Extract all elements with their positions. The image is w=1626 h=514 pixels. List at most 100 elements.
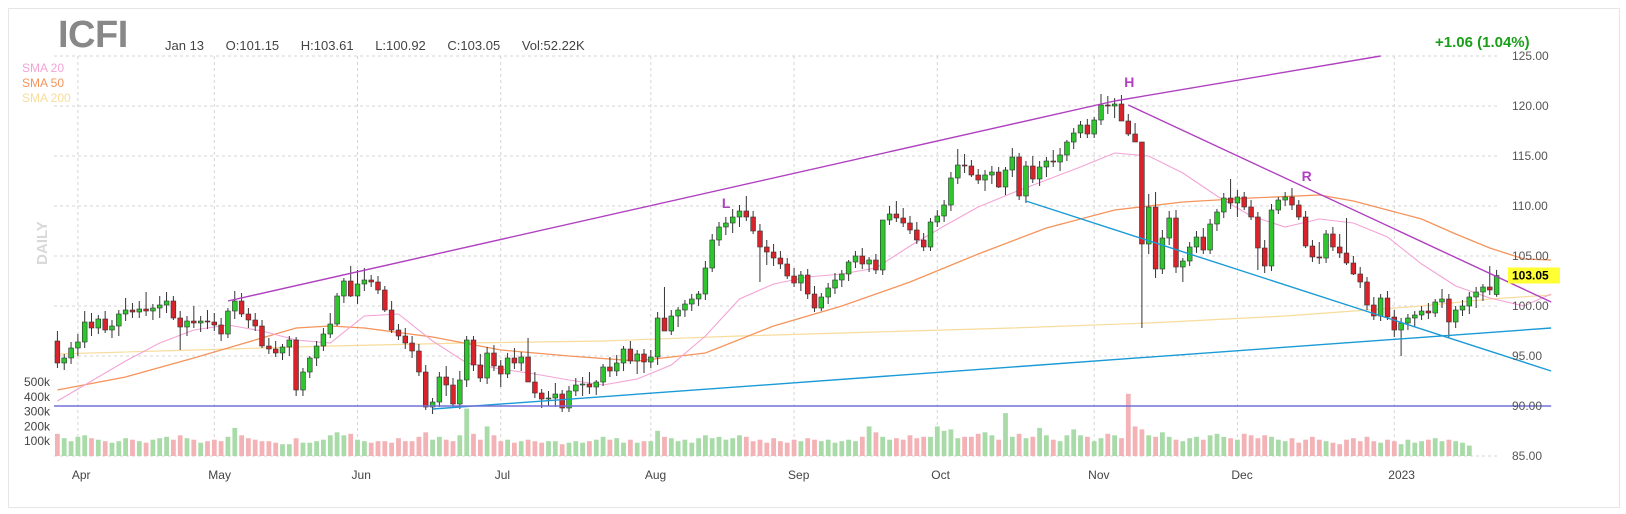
candle — [579, 377, 586, 396]
candle — [409, 336, 415, 358]
candle — [845, 260, 852, 281]
candle-body — [839, 273, 845, 281]
candle — [525, 338, 531, 383]
volume-bar — [1153, 436, 1158, 456]
volume-bar — [1289, 438, 1295, 456]
volume-bar — [1323, 441, 1329, 456]
blue-trendline — [1025, 200, 1552, 372]
candle-body — [579, 383, 586, 386]
candle — [1350, 256, 1357, 275]
volume-bar — [1378, 442, 1383, 456]
candle — [750, 211, 756, 234]
candle — [852, 251, 859, 268]
candle — [293, 337, 299, 396]
candle-body — [1418, 310, 1425, 316]
candle — [798, 271, 804, 291]
volume-bar — [723, 439, 729, 456]
volume-bar — [880, 436, 886, 456]
candle-body — [620, 348, 627, 364]
candle-body — [613, 362, 620, 372]
volume-bar — [628, 439, 633, 456]
candle-body — [1432, 301, 1438, 314]
volume-bar — [1419, 441, 1424, 456]
candle — [1234, 190, 1241, 217]
volume-bar — [1214, 433, 1220, 456]
candle — [1152, 192, 1159, 278]
candle-body — [995, 171, 1002, 188]
candle-body — [170, 300, 177, 319]
volume-bar — [587, 441, 592, 456]
candle-body — [818, 296, 825, 309]
candle — [1268, 204, 1275, 271]
volume-bar — [996, 439, 1002, 456]
candle — [232, 291, 238, 319]
candle-body — [1343, 252, 1350, 264]
volume-bar — [1337, 444, 1343, 456]
candle-body — [1050, 160, 1057, 163]
candle-body — [593, 381, 600, 388]
volume-bar — [1064, 435, 1070, 456]
candle-body — [1377, 297, 1384, 317]
volume-bar — [1009, 436, 1015, 456]
volume-bar — [941, 430, 947, 456]
candle — [654, 312, 661, 365]
volume-bar — [89, 438, 94, 456]
volume-bar — [1330, 442, 1336, 456]
candle-body — [1200, 236, 1207, 251]
volume-bar — [1173, 439, 1179, 456]
volume-bar — [791, 439, 797, 456]
candle — [1207, 219, 1213, 254]
volume-bar — [1316, 439, 1322, 456]
candle-body — [573, 384, 579, 392]
candle — [716, 222, 722, 246]
y-tick-label: 95.00 — [1512, 349, 1542, 363]
volume-bar — [1132, 426, 1138, 456]
volume-bar — [293, 438, 299, 456]
volume-bar — [477, 439, 483, 456]
candle — [743, 196, 750, 221]
candle — [873, 254, 879, 274]
candle-body — [1098, 104, 1104, 121]
y-tick-label: 125.00 — [1512, 49, 1549, 63]
volume-bar — [1310, 436, 1315, 456]
candle — [1016, 153, 1022, 200]
candle-body — [675, 309, 681, 317]
candle-body — [1111, 103, 1118, 107]
volume-tick-label: 400k — [24, 390, 51, 404]
candle-body — [211, 321, 217, 326]
candle-body — [1057, 154, 1063, 163]
candle — [1173, 210, 1179, 273]
candle — [1255, 212, 1261, 270]
sma200-line — [57, 294, 1552, 355]
candle — [914, 222, 920, 244]
candle — [634, 350, 640, 374]
volume-bar — [934, 426, 940, 456]
candle — [777, 251, 784, 269]
candle — [375, 276, 381, 294]
candle-body — [402, 335, 408, 344]
volume-bar — [1241, 433, 1247, 456]
candle-body — [157, 304, 163, 309]
pattern-labels: L H R — [722, 74, 1312, 211]
candle-body — [1125, 120, 1132, 135]
volume-bar — [355, 439, 360, 456]
candle-body — [866, 259, 872, 265]
volume-bar — [532, 441, 538, 456]
candle — [1309, 240, 1316, 262]
candle — [975, 169, 981, 184]
candle-body — [811, 293, 818, 309]
candle — [893, 201, 900, 222]
volume-bar — [1446, 439, 1452, 456]
candle — [504, 353, 511, 378]
volume-bar — [321, 439, 326, 456]
candle — [757, 224, 763, 282]
volume-bar — [198, 442, 204, 456]
candle — [607, 357, 613, 377]
candle-body — [832, 279, 838, 289]
candle-body — [382, 289, 388, 311]
candle — [327, 313, 333, 338]
candle-body — [518, 356, 524, 364]
candle — [770, 244, 777, 266]
blue-trendline — [432, 327, 1552, 410]
